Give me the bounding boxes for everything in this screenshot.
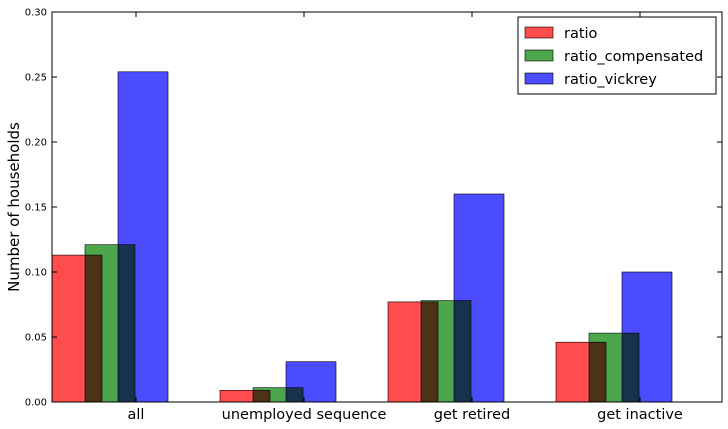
- x-tick-label: unemployed sequence: [222, 407, 387, 423]
- bar-ratio-vickrey-1: [285, 361, 337, 403]
- x-tick-label: get retired: [434, 407, 510, 423]
- bars-group: [51, 71, 673, 403]
- y-tick-label: 0.25: [25, 73, 47, 84]
- y-tick-label: 0.00: [25, 398, 47, 409]
- y-tick-label: 0.15: [25, 203, 47, 214]
- x-axis: all unemployed sequence get retired get ina…: [128, 12, 683, 423]
- y-tick-label: 0.10: [25, 268, 47, 279]
- bar-ratio-vickrey-2: [453, 193, 505, 403]
- y-tick-label: 0.30: [25, 8, 47, 19]
- x-tick-label: all: [128, 407, 145, 423]
- y-axis: 0.00 0.05 0.10 0.15 0.20 0.25 0.30: [25, 8, 722, 409]
- bar-ratio-vickrey-0: [117, 71, 169, 403]
- legend-swatch-ratio: [524, 26, 554, 39]
- legend-swatch-ratio-vickrey: [524, 72, 554, 85]
- legend-label-ratio-vickrey: ratio_vickrey: [564, 72, 657, 88]
- legend-label-ratio: ratio: [564, 26, 598, 42]
- y-tick-label: 0.05: [25, 333, 47, 344]
- y-axis-title: Number of households: [5, 122, 23, 292]
- y-tick-label: 0.20: [25, 138, 47, 149]
- x-tick-label: get inactive: [597, 407, 683, 423]
- legend-swatch-ratio-compensated: [524, 49, 554, 62]
- bar-ratio-vickrey-3: [621, 271, 673, 403]
- legend-label-ratio-compensated: ratio_compensated: [564, 49, 703, 65]
- legend: ratio ratio_compensated ratio_vickrey: [517, 16, 717, 95]
